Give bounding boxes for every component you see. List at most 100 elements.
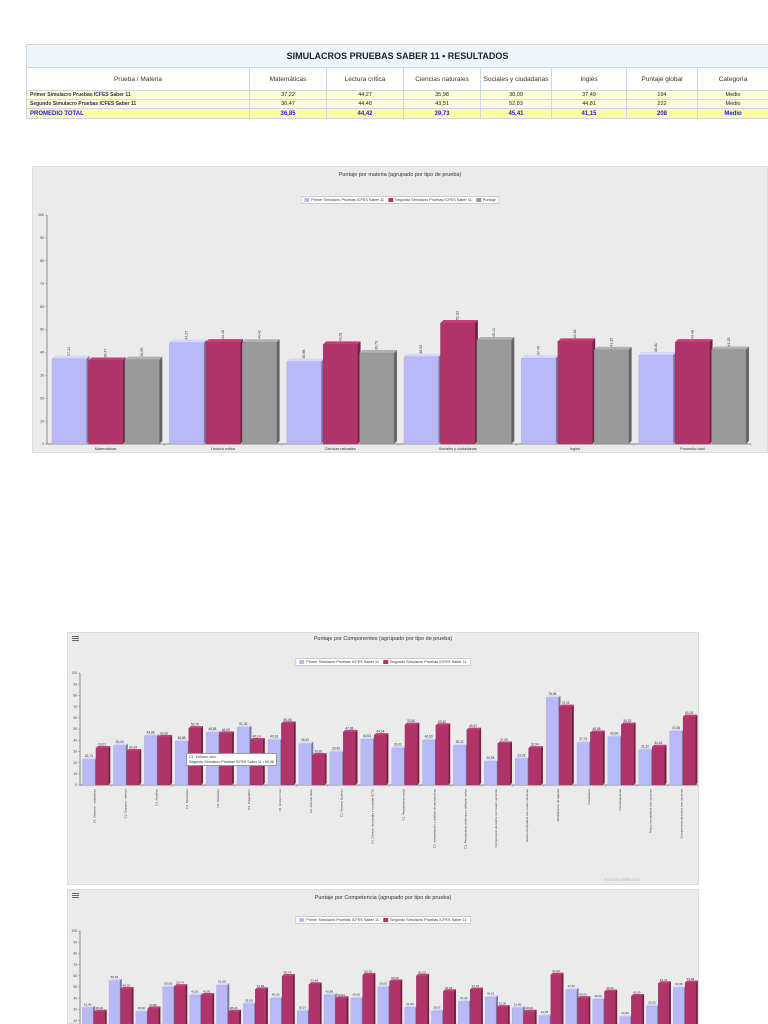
bar[interactable] (403, 356, 439, 445)
bar[interactable] (82, 1007, 94, 1024)
bar[interactable] (95, 747, 109, 786)
bar[interactable] (201, 994, 213, 1024)
legend-item[interactable]: Puntaje (475, 198, 496, 202)
bar[interactable] (652, 746, 665, 786)
bar[interactable] (528, 747, 542, 786)
bar[interactable] (296, 1010, 309, 1024)
bar[interactable] (157, 736, 171, 786)
bar[interactable] (485, 997, 497, 1024)
bar[interactable] (422, 739, 435, 786)
bar[interactable] (443, 991, 455, 1024)
bar[interactable] (169, 342, 204, 445)
bar[interactable] (144, 735, 157, 786)
bar[interactable] (323, 994, 335, 1024)
bar[interactable] (113, 745, 127, 786)
bar[interactable] (521, 357, 556, 445)
bar[interactable] (389, 981, 401, 1024)
chart3-legend[interactable]: Primer Simulacro Pruebas ICFES Saber 11 … (295, 916, 471, 924)
bar[interactable] (228, 1011, 240, 1024)
bar[interactable] (135, 1011, 147, 1024)
bar[interactable] (545, 697, 559, 786)
bar[interactable] (391, 747, 405, 786)
bar[interactable] (335, 998, 347, 1024)
bar[interactable] (174, 986, 186, 1024)
bar[interactable] (108, 980, 120, 1024)
header-sociales[interactable]: Sociales y ciudadanas (480, 67, 552, 91)
bar[interactable] (298, 743, 312, 786)
bar[interactable] (711, 349, 747, 445)
bar[interactable] (565, 989, 577, 1024)
bar[interactable] (51, 358, 87, 445)
legend-item[interactable]: Segundo Simulacro Pruebas ICFES Saber 11 (388, 198, 472, 202)
bar[interactable] (658, 983, 670, 1024)
bar[interactable] (281, 975, 293, 1024)
header-ciencias[interactable]: Ciencias naturales (403, 67, 481, 91)
bar[interactable] (684, 982, 696, 1024)
bar[interactable] (576, 742, 590, 786)
legend-item[interactable]: Segundo Simulacro Pruebas ICFES Saber 11 (382, 918, 467, 922)
bar[interactable] (594, 349, 629, 445)
bar[interactable] (147, 1008, 159, 1024)
bar[interactable] (342, 731, 356, 786)
bar[interactable] (322, 344, 358, 445)
bar[interactable] (590, 732, 603, 786)
bar[interactable] (515, 758, 528, 786)
chart2-legend[interactable]: Primer Simulacro Pruebas ICFES Saber 11 … (295, 658, 471, 666)
bar[interactable] (577, 997, 589, 1024)
bar[interactable] (377, 986, 389, 1024)
bar[interactable] (281, 723, 294, 786)
bar[interactable] (189, 994, 201, 1024)
bar[interactable] (646, 1005, 658, 1024)
chart1-legend[interactable]: Primer Simulacro Pruebas ICFES Saber 11 … (300, 196, 500, 204)
bar[interactable] (124, 359, 160, 445)
bar[interactable] (440, 322, 476, 445)
bar[interactable] (496, 1007, 508, 1024)
bar[interactable] (205, 341, 241, 445)
bar[interactable] (126, 750, 140, 786)
bar[interactable] (523, 1011, 535, 1024)
bar[interactable] (120, 988, 132, 1024)
header-categoria[interactable]: Categoría (697, 67, 768, 91)
bar[interactable] (243, 1003, 255, 1024)
bar[interactable] (255, 989, 267, 1024)
legend-item[interactable]: Segundo Simulacro Pruebas ICFES Saber 11 (382, 660, 467, 664)
bar[interactable] (669, 731, 683, 786)
bar[interactable] (308, 984, 320, 1024)
bar[interactable] (638, 749, 652, 786)
bar[interactable] (538, 1015, 550, 1024)
bar[interactable] (674, 341, 710, 445)
bar[interactable] (619, 1016, 631, 1024)
header-lectura[interactable]: Lectura crítica (326, 67, 404, 91)
bar[interactable] (242, 342, 277, 445)
bar[interactable] (511, 1007, 523, 1024)
bar[interactable] (362, 974, 374, 1024)
bar[interactable] (550, 974, 562, 1024)
bar[interactable] (484, 761, 497, 786)
bar[interactable] (93, 1011, 105, 1024)
bar[interactable] (458, 1001, 470, 1024)
bar[interactable] (404, 1007, 416, 1024)
bar[interactable] (350, 998, 362, 1024)
bar[interactable] (673, 987, 685, 1024)
bar[interactable] (431, 1010, 443, 1024)
bar[interactable] (82, 759, 96, 786)
bar[interactable] (557, 341, 593, 445)
bar[interactable] (604, 991, 616, 1024)
bar[interactable] (469, 989, 482, 1024)
bar[interactable] (638, 354, 674, 445)
bar[interactable] (497, 743, 511, 786)
legend-item[interactable]: Primer Simulacro Pruebas ICFES Saber 11 (304, 198, 384, 202)
bar[interactable] (286, 361, 322, 445)
bar[interactable] (162, 986, 174, 1024)
bar[interactable] (607, 736, 621, 786)
bar[interactable] (404, 724, 418, 786)
bar[interactable] (559, 706, 572, 786)
bar[interactable] (329, 751, 343, 786)
bar[interactable] (359, 352, 395, 445)
bar[interactable] (312, 754, 325, 786)
menu-icon[interactable] (72, 893, 79, 898)
bar[interactable] (466, 729, 480, 786)
bar[interactable] (621, 724, 634, 786)
header-ingles[interactable]: Inglés (551, 67, 627, 91)
bar[interactable] (592, 999, 604, 1024)
